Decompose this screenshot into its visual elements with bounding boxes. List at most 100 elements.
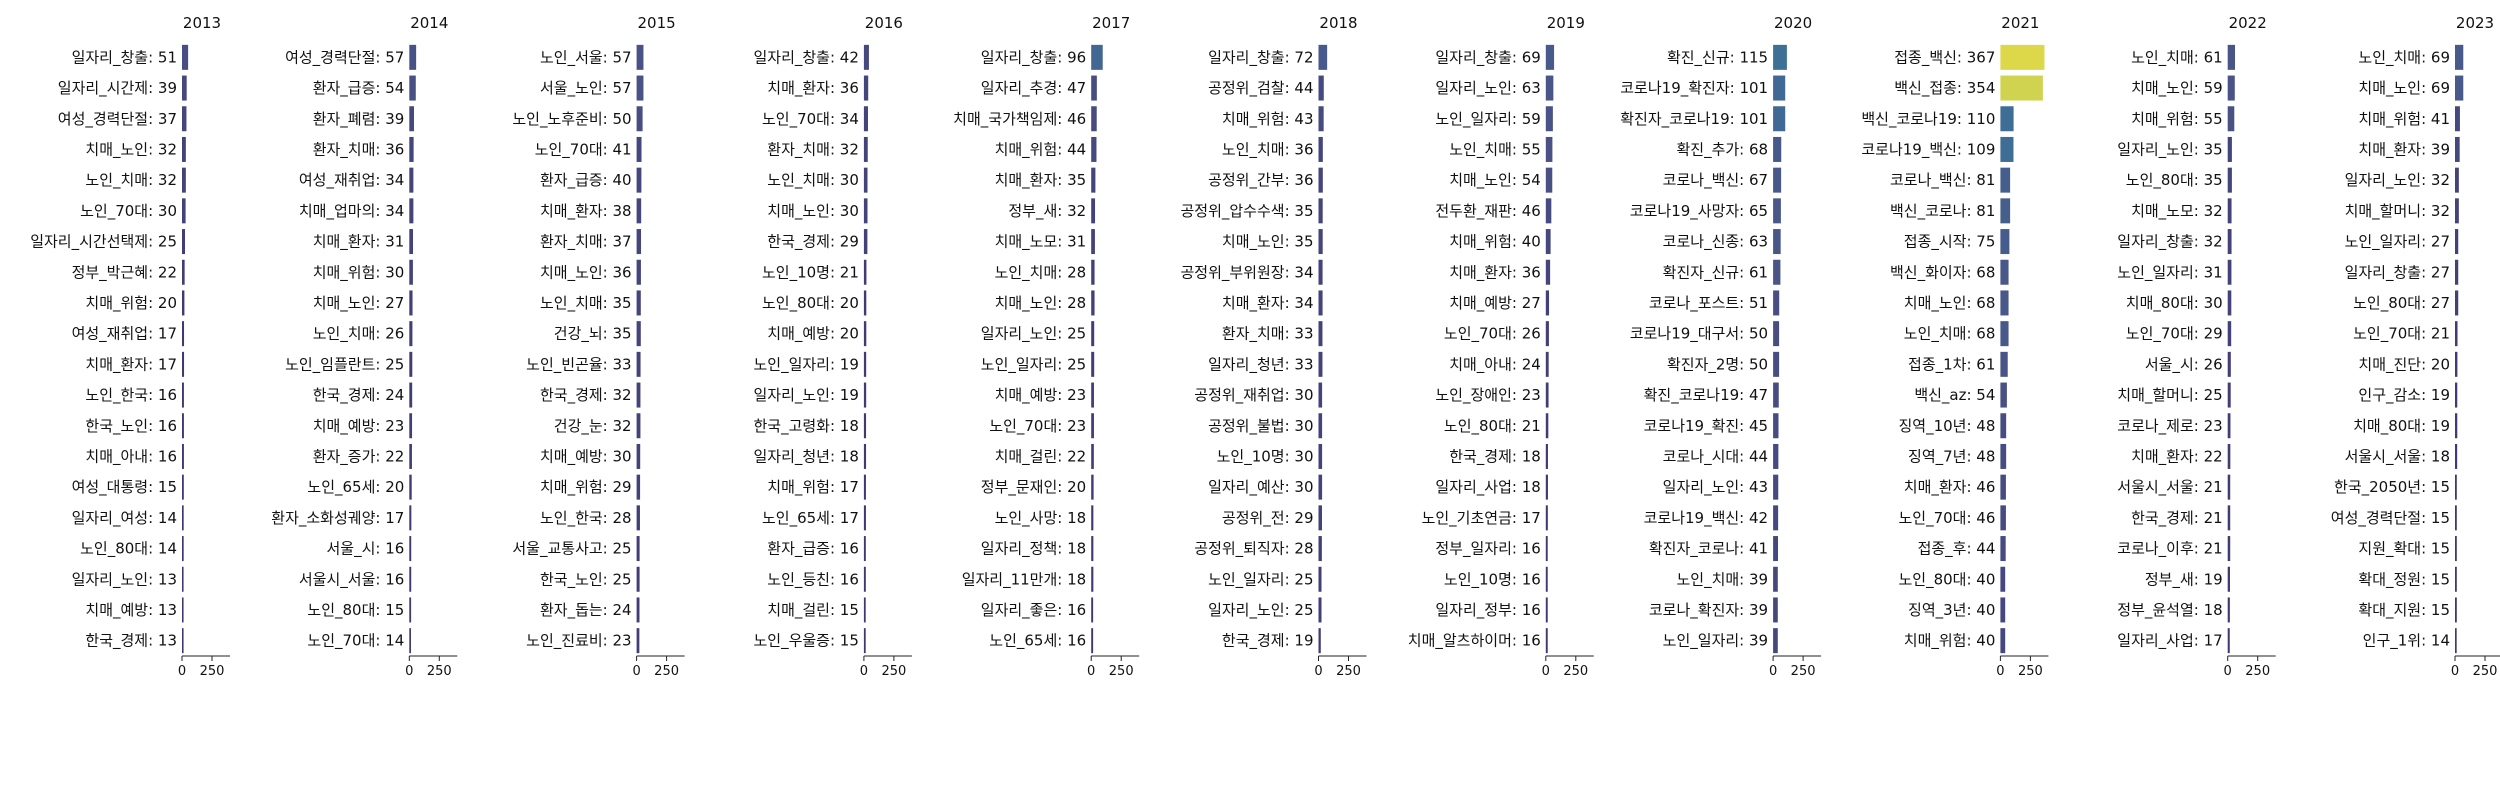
bar xyxy=(1318,382,1323,408)
bar-label: 일자리_창출: 69 xyxy=(1435,48,1540,67)
bar xyxy=(409,628,411,654)
bar-label: 일자리_청년: 18 xyxy=(753,447,858,466)
bar xyxy=(863,628,866,654)
bar xyxy=(409,413,413,439)
bar-label: 노인_임플란트: 25 xyxy=(285,355,404,374)
bar-label: 노인_10명: 16 xyxy=(1444,570,1541,589)
bar-label: 일자리_노인: 63 xyxy=(1435,79,1540,98)
bar xyxy=(1318,566,1322,592)
bar xyxy=(1773,106,1786,132)
bar-label: 여성_경력단절: 37 xyxy=(58,110,177,129)
bar-label: 코로나19_대구서: 50 xyxy=(1630,325,1768,344)
bar xyxy=(1318,321,1323,347)
bar-label: 코로나_신종: 63 xyxy=(1663,233,1768,252)
bar xyxy=(636,75,644,101)
bar xyxy=(409,75,416,101)
bar xyxy=(863,321,867,347)
bar-label: 치매_환자: 38 xyxy=(540,202,632,221)
chart-panel-2016: 2016 일자리_창출: 42 치매_환자: 36 노인_70대: 34 환자_치매: … xyxy=(753,14,912,679)
bar-label: 코로나19_확진: 45 xyxy=(1644,417,1769,436)
panel-title: 2018 xyxy=(1319,14,1357,32)
panel-title: 2023 xyxy=(2456,14,2494,32)
chart-panel-2020: 2020 확진_신규: 115 코로나19_확진자: 101 확진자_코로나19: 1… xyxy=(1620,14,1822,679)
bar-label: 노인_70대: 30 xyxy=(80,202,177,221)
bar-label: 일자리_창출: 27 xyxy=(2345,263,2450,282)
bar-label: 일자리_창출: 72 xyxy=(1208,48,1313,67)
bar xyxy=(1091,167,1096,193)
bar-label: 노인_서울: 57 xyxy=(540,48,632,67)
x-tick-label: 250 xyxy=(200,664,225,679)
bar xyxy=(182,536,184,562)
bar-label: 접종_시작: 75 xyxy=(1904,233,1996,252)
bar xyxy=(1091,136,1097,162)
bar xyxy=(2227,229,2232,255)
bar xyxy=(182,628,184,654)
bar-label: 코로나_이후: 21 xyxy=(2117,540,2222,559)
chart-panel-2014: 2014 여성_경력단절: 57 환자_급증: 54 환자_폐렴: 39 환자_치매: … xyxy=(271,14,458,679)
bar-label: 정부_새: 32 xyxy=(1008,202,1086,221)
bar xyxy=(1545,290,1550,316)
x-tick-label: 250 xyxy=(654,664,679,679)
bar xyxy=(1091,75,1097,101)
bar-label: 코로나_시대: 44 xyxy=(1663,447,1768,466)
bar xyxy=(409,290,413,316)
bar-label: 노인_치매: 61 xyxy=(2131,48,2223,67)
bar xyxy=(2455,290,2459,316)
bar-label: 건강_눈: 32 xyxy=(554,417,632,436)
bar-label: 코로나19_백신: 42 xyxy=(1644,509,1769,528)
bar-label: 서울_시: 16 xyxy=(326,540,404,559)
bar-label: 백신_화이자: 68 xyxy=(1890,263,1995,282)
bar xyxy=(409,106,414,132)
x-tick-label: 0 xyxy=(1769,664,1777,679)
bar-label: 서울_시: 26 xyxy=(2145,355,2223,374)
bar xyxy=(2455,167,2459,193)
bar-label: 치매_노인: 28 xyxy=(995,294,1087,313)
bar xyxy=(863,75,869,101)
bar xyxy=(636,413,641,439)
bar xyxy=(1545,474,1548,500)
bar xyxy=(1773,229,1781,255)
bar xyxy=(1773,75,1786,101)
bar-label: 치매_환자: 36 xyxy=(767,79,859,98)
bar-label: 인구_감소: 19 xyxy=(2358,386,2450,405)
bar xyxy=(1318,136,1323,162)
bar-label: 노인_치매: 30 xyxy=(767,171,859,190)
bar xyxy=(409,229,414,255)
bar-label: 노인_10명: 21 xyxy=(762,263,859,282)
bar xyxy=(2227,167,2232,193)
bar-label: 환자_폐렴: 39 xyxy=(313,110,405,129)
bar-label: 노인_70대: 34 xyxy=(762,110,859,129)
bar-label: 노인_70대: 46 xyxy=(1898,509,1995,528)
bar xyxy=(1773,167,1782,193)
bar-label: 노인_사망: 18 xyxy=(995,509,1087,528)
bar-label: 백신_az: 54 xyxy=(1914,386,1995,405)
bar xyxy=(863,443,867,469)
bar-label: 노인_치매: 28 xyxy=(995,263,1087,282)
bar-label: 일자리_사업: 17 xyxy=(2117,632,2222,651)
chart-panel-2015: 2015 노인_서울: 57 서울_노인: 57 노인_노후준비: 50 노인_70대:… xyxy=(512,14,685,679)
bar xyxy=(1091,229,1095,255)
bar-label: 노인_70대: 29 xyxy=(2126,325,2223,344)
x-tick-label: 0 xyxy=(1542,664,1550,679)
bar xyxy=(2227,44,2236,70)
bar-label: 노인_80대: 21 xyxy=(1444,417,1541,436)
bar-label: 치매_예방: 20 xyxy=(767,325,859,344)
bar-label: 치매_위험: 30 xyxy=(313,263,405,282)
bar xyxy=(863,474,866,500)
bar xyxy=(1545,351,1549,377)
bar xyxy=(1773,505,1779,531)
bar xyxy=(2000,198,2011,224)
bar xyxy=(182,290,185,316)
bar xyxy=(2000,536,2006,562)
bar xyxy=(182,351,185,377)
bar-label: 노인_일자리: 59 xyxy=(1435,110,1540,129)
bar-label: 노인_70대: 21 xyxy=(2353,325,2450,344)
bar xyxy=(863,44,869,70)
bar-label: 치매_노인: 69 xyxy=(2358,79,2450,98)
panel-title: 2021 xyxy=(2001,14,2039,32)
bar xyxy=(1318,44,1328,70)
bar-label: 확진자_코로나: 41 xyxy=(1649,540,1768,559)
bar xyxy=(2000,106,2014,132)
bar xyxy=(1318,106,1324,132)
